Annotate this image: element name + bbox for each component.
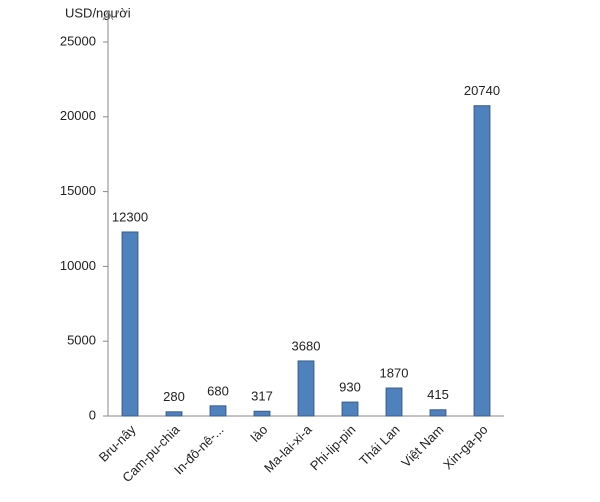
y-tick-label: 5000: [67, 333, 96, 348]
x-tick-label: Bru-nây: [96, 422, 139, 465]
bar: [429, 409, 447, 417]
x-tick-label: Xin-ga-po: [440, 422, 490, 472]
data-label: 3680: [292, 338, 321, 353]
data-label: 680: [207, 383, 229, 398]
data-label: 1870: [380, 365, 409, 380]
bar: [385, 387, 403, 417]
bar: [165, 411, 183, 417]
x-tick-label: Việt Nam: [398, 422, 446, 470]
y-tick-label: 10000: [60, 258, 96, 273]
y-tick-label: 20000: [60, 108, 96, 123]
data-label: 12300: [112, 209, 148, 224]
bar: [209, 405, 227, 417]
y-tick-label: 25000: [60, 33, 96, 48]
bar: [297, 360, 315, 417]
x-tick-label: Thái Lan: [356, 422, 402, 468]
y-tick-label: 15000: [60, 183, 96, 198]
data-label: 317: [251, 389, 273, 404]
data-label: 280: [163, 389, 185, 404]
bar: [253, 410, 271, 417]
y-tick-label: 0: [89, 407, 96, 422]
x-tick-label: lào: [248, 422, 271, 445]
data-label: 20740: [464, 83, 500, 98]
bar: [121, 231, 139, 417]
x-tick-label: Ma-lai-xi-a: [261, 421, 315, 475]
bar: [473, 105, 491, 417]
y-axis-label: USD/người: [65, 5, 131, 20]
bar: [341, 401, 359, 417]
data-label: 930: [339, 380, 361, 395]
data-label: 415: [427, 387, 449, 402]
x-tick-label: Phi-lip-pin: [307, 422, 358, 473]
axis-arrow: [102, 9, 114, 21]
